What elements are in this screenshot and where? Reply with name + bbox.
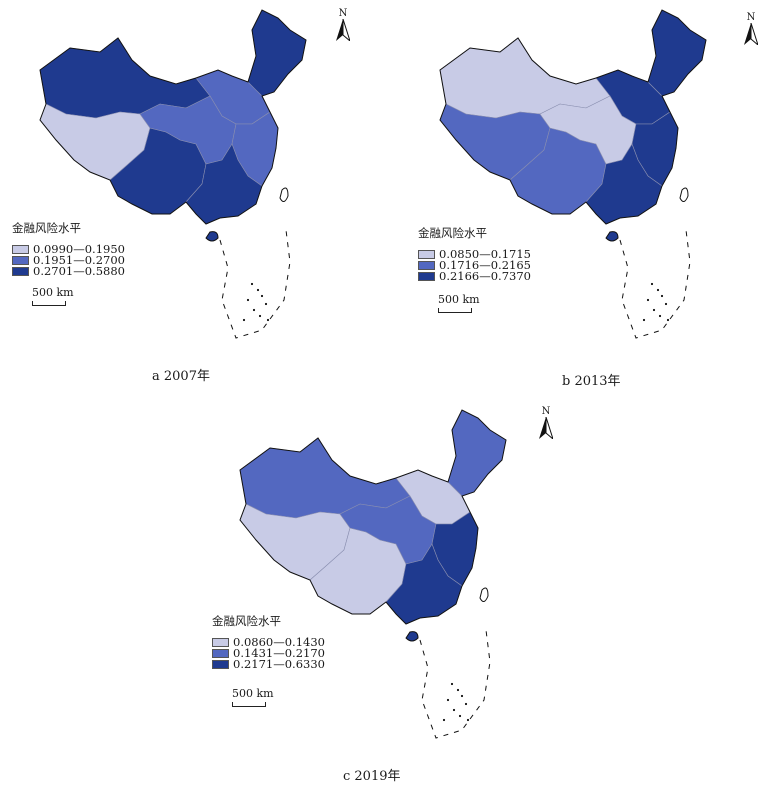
region-northeast [247, 9, 307, 97]
map-panel-a: N 金融风险水平 0.0990—0.1950 0.1951—0.2700 0.2… [0, 0, 390, 395]
region-northwest [239, 437, 411, 519]
islet-dot [246, 298, 250, 302]
legend-title: 金融风险水平 [12, 221, 81, 235]
islet-dot [642, 318, 646, 322]
islet-dot [260, 294, 264, 298]
legend-c: 金融风险水平 0.0860—0.1430 0.1431—0.2170 0.217… [212, 613, 325, 670]
islet-dot [656, 288, 660, 292]
north-label: N [746, 12, 756, 23]
south-china-sea-boundary [619, 229, 691, 339]
region-northwest [439, 37, 611, 119]
legend-item: 0.0850—0.1715 [418, 248, 531, 260]
legend-swatch-low [12, 245, 29, 254]
island-taiwan [279, 187, 289, 202]
islet-dot [452, 708, 456, 712]
north-arrow-c: N [536, 406, 556, 443]
legend-swatch-high [212, 660, 229, 669]
country-outline [239, 409, 507, 625]
islet-dot [458, 714, 462, 718]
legend-swatch-low [418, 250, 435, 259]
islet-dot [660, 294, 664, 298]
island-taiwan [679, 187, 689, 202]
islet-dot [658, 314, 662, 318]
legend-title: 金融风险水平 [418, 226, 487, 240]
north-arrow-icon [336, 18, 352, 43]
scale-label: 500 km [32, 286, 74, 299]
scale-bar-a: 500 km [32, 286, 74, 306]
map-panel-c: N 金融风险水平 0.0860—0.1430 0.1431—0.2170 0.2… [200, 400, 577, 793]
islet-dot [646, 298, 650, 302]
country-outline [39, 9, 307, 225]
china-map-a [39, 9, 307, 339]
country-outline [439, 9, 707, 225]
islet-dot [464, 702, 468, 706]
islet-dot [266, 318, 270, 322]
islet-dot [250, 282, 254, 286]
islet-dot [460, 694, 464, 698]
scale-bar-line [438, 308, 472, 313]
islet-dot [242, 318, 246, 322]
scale-label: 500 km [232, 687, 274, 700]
north-arrow-icon [539, 416, 555, 441]
north-label: N [338, 8, 348, 19]
scale-bar-line [32, 301, 66, 306]
islet-dot [258, 314, 262, 318]
scale-bar-c: 500 km [232, 687, 274, 707]
islet-dot [664, 302, 668, 306]
legend-b: 金融风险水平 0.0850—0.1715 0.1716—0.2165 0.216… [418, 225, 531, 282]
legend-swatch-mid [418, 261, 435, 270]
island-hainan [205, 231, 219, 242]
legend-item: 0.2171—0.6330 [212, 658, 325, 670]
islet-dot [252, 308, 256, 312]
islet-dot [264, 302, 268, 306]
legend-item: 0.2166—0.7370 [418, 270, 531, 282]
map-panel-b: N 金融风险水平 0.0850—0.1715 0.1716—0.2165 0.2… [400, 0, 777, 395]
legend-a: 金融风险水平 0.0990—0.1950 0.1951—0.2700 0.270… [12, 220, 125, 277]
legend-swatch-low [212, 638, 229, 647]
islet-dot [666, 318, 670, 322]
south-china-sea-boundary [419, 629, 491, 739]
legend-title: 金融风险水平 [212, 614, 281, 628]
islet-dot [466, 718, 470, 722]
islet-dot [256, 288, 260, 292]
region-northwest [39, 37, 211, 119]
legend-item: 0.0990—0.1950 [12, 243, 125, 255]
north-arrow-b: N [741, 12, 761, 49]
scale-label: 500 km [438, 293, 480, 306]
legend-item: 0.1431—0.2170 [212, 647, 325, 659]
islet-dot [446, 698, 450, 702]
caption-b: b 2013年 [562, 374, 621, 389]
island-hainan [605, 231, 619, 242]
legend-swatch-mid [212, 649, 229, 658]
region-northeast [447, 409, 507, 497]
scale-bar-b: 500 km [438, 293, 480, 313]
islet-dot [442, 718, 446, 722]
scale-bar-line [232, 702, 266, 707]
islet-dot [652, 308, 656, 312]
south-china-sea-boundary [219, 229, 291, 339]
caption-a: a 2007年 [152, 369, 210, 384]
legend-item: 0.1951—0.2700 [12, 254, 125, 266]
island-hainan [405, 631, 419, 642]
islet-dot [450, 682, 454, 686]
island-taiwan [479, 587, 489, 602]
north-arrow-icon [744, 22, 760, 47]
legend-swatch-high [12, 267, 29, 276]
china-map-b [439, 9, 707, 339]
islet-dot [650, 282, 654, 286]
legend-swatch-high [418, 272, 435, 281]
legend-item: 0.0860—0.1430 [212, 636, 325, 648]
north-label: N [541, 406, 551, 417]
north-arrow-a: N [333, 8, 353, 45]
china-map-c [239, 409, 507, 739]
region-northeast [647, 9, 707, 97]
islet-dot [456, 688, 460, 692]
legend-item: 0.2701—0.5880 [12, 265, 125, 277]
legend-swatch-mid [12, 256, 29, 265]
legend-item: 0.1716—0.2165 [418, 259, 531, 271]
caption-c: c 2019年 [343, 769, 401, 784]
